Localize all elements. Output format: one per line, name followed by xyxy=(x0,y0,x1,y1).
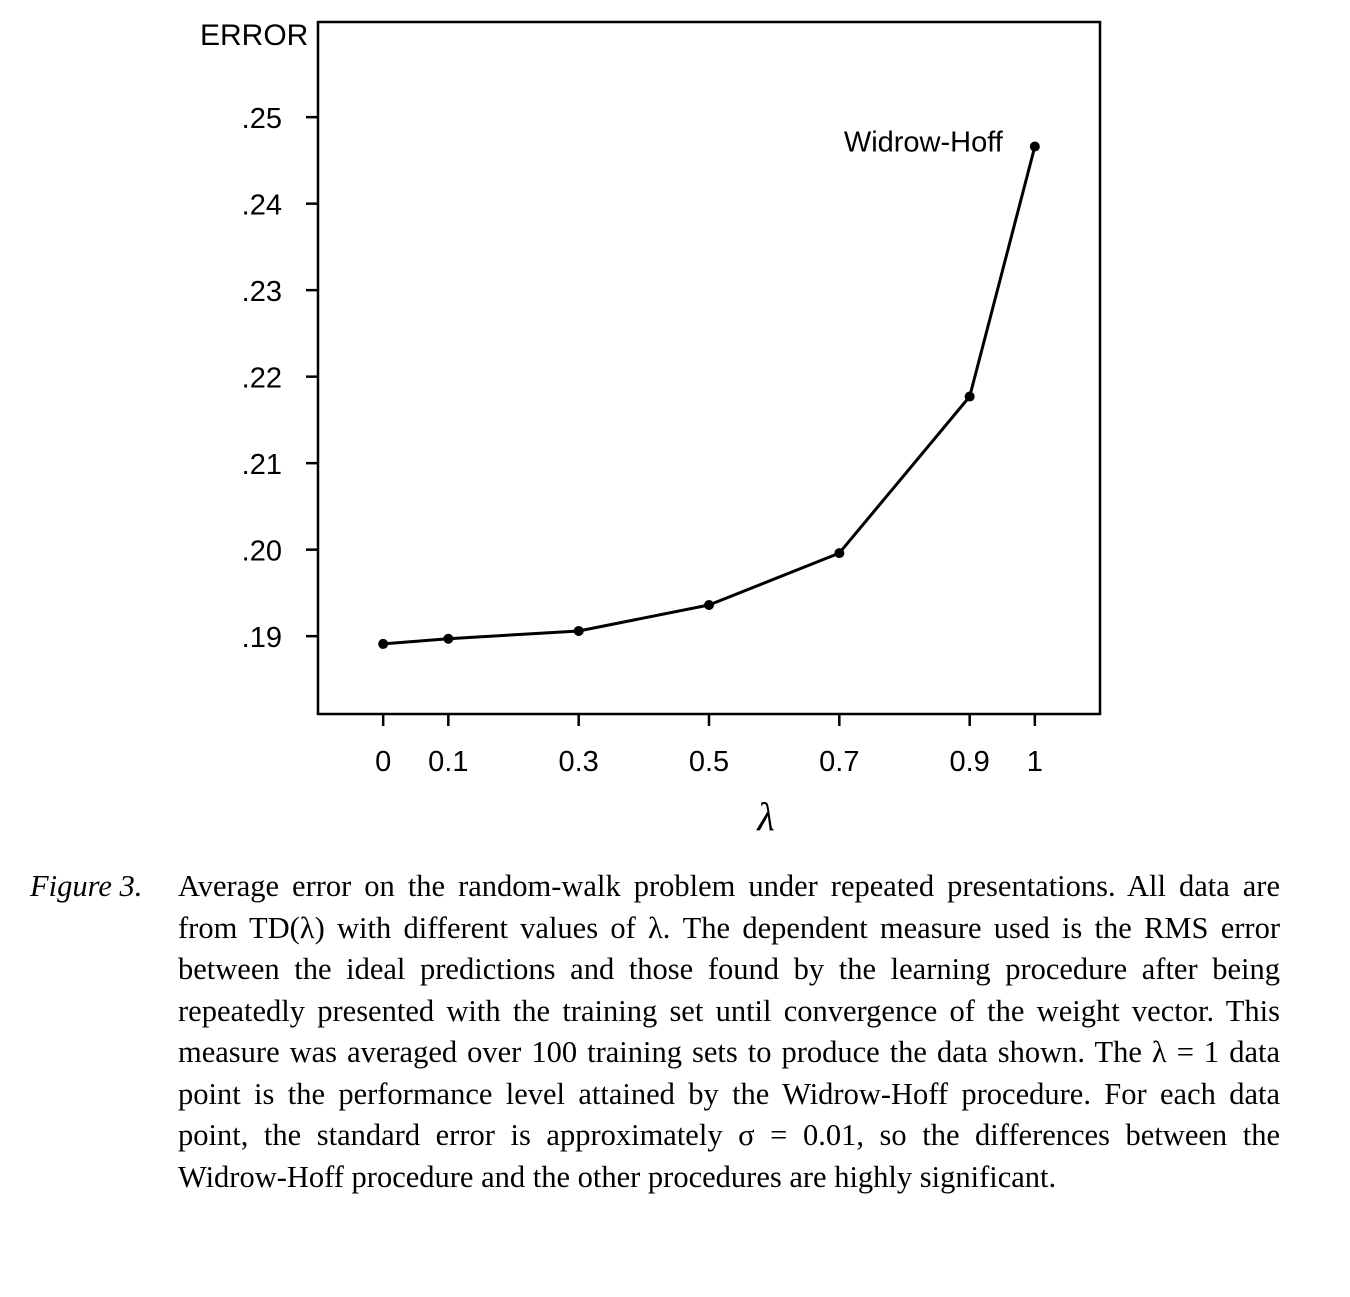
x-axis-label: λ xyxy=(756,794,774,839)
caption-label: Figure 3. xyxy=(30,869,143,903)
y-axis-label: ERROR xyxy=(200,19,308,52)
x-tick-label: 1 xyxy=(1027,746,1043,778)
annotations: Widrow-Hoff xyxy=(844,127,1004,159)
data-point xyxy=(704,600,714,611)
x-ticks: 0 0.1 0.3 0.5 0.7 0.9 1 xyxy=(375,714,1043,778)
y-ticks: .19 .20 .21 .22 .23 .24 .25 xyxy=(242,103,318,654)
x-tick-label: 0.1 xyxy=(428,746,468,778)
y-tick-label: .22 xyxy=(242,363,282,395)
chart: ERROR λ .19 .20 .21 .22 .23 .24 .25 0 0.1 0.3 0.5… xyxy=(200,19,1102,839)
x-tick-label: 0 xyxy=(375,746,391,778)
y-tick-label: .25 xyxy=(242,103,282,135)
figure-caption: Figure 3. Average error on the random-wa… xyxy=(30,866,1280,1198)
series-line xyxy=(383,146,1037,646)
data-point xyxy=(443,633,454,644)
annotation-widrow-hoff: Widrow-Hoff xyxy=(844,127,1004,159)
data-points xyxy=(378,141,1040,649)
data-point xyxy=(378,638,389,649)
y-tick-label: .19 xyxy=(242,622,282,654)
y-tick-label: .20 xyxy=(242,536,282,568)
y-tick-label: .23 xyxy=(242,276,282,308)
y-tick-label: .21 xyxy=(242,449,282,481)
x-tick-label: 0.5 xyxy=(689,746,729,778)
data-point xyxy=(1029,141,1040,152)
x-tick-label: 0.7 xyxy=(819,746,859,778)
y-tick-label: .24 xyxy=(242,190,282,222)
data-point xyxy=(834,548,845,559)
x-tick-label: 0.3 xyxy=(559,746,599,778)
x-tick-label: 0.9 xyxy=(950,746,990,778)
caption-text: Average error on the random-walk problem… xyxy=(178,869,1280,1194)
data-point xyxy=(964,391,975,402)
data-point xyxy=(573,625,584,636)
